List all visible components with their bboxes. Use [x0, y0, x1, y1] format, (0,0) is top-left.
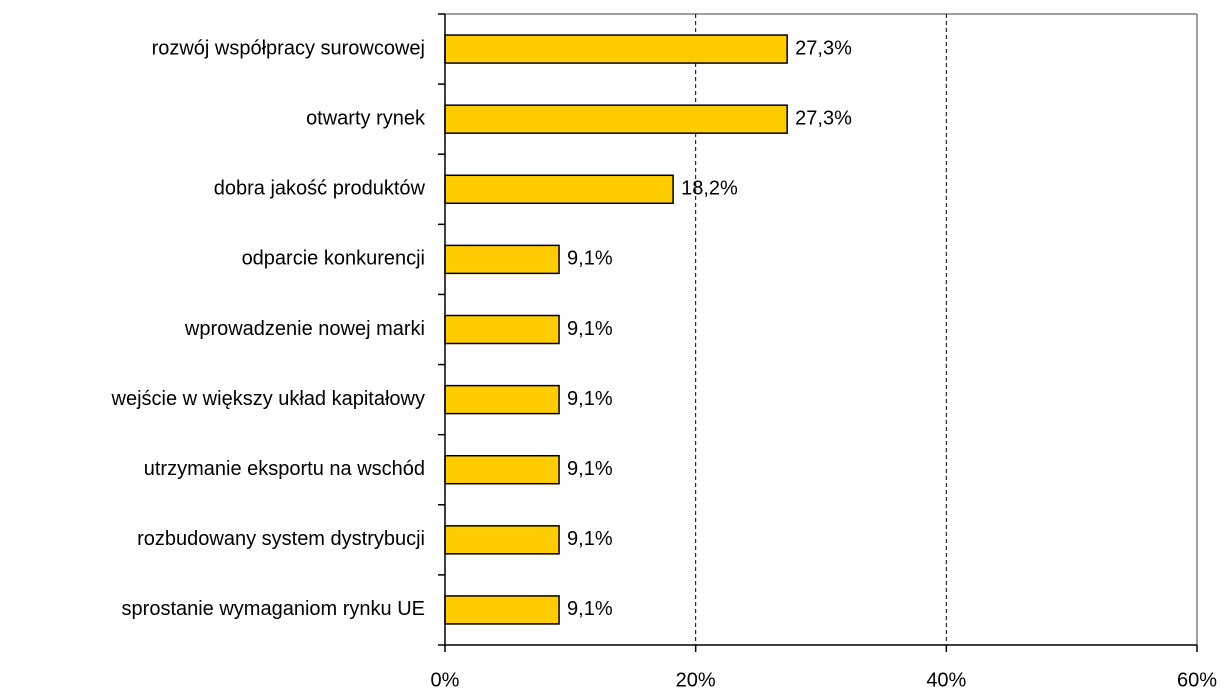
bar	[444, 34, 788, 64]
bar	[444, 595, 560, 625]
value-label: 27,3%	[795, 37, 852, 59]
x-tick-label: 40%	[926, 669, 966, 691]
y-tick-label: odparcie konkurencji	[242, 248, 425, 270]
y-tick-label: rozbudowany system dystrybucji	[137, 528, 425, 550]
bar	[444, 384, 560, 415]
value-label: 9,1%	[567, 388, 613, 410]
y-tick-label: sprostanie wymaganiom rynku UE	[122, 598, 425, 620]
value-label: 9,1%	[567, 248, 613, 270]
value-label: 9,1%	[567, 458, 613, 480]
y-tick-label: dobra jakość produktów	[214, 178, 426, 200]
bar	[444, 525, 560, 555]
y-tick-label: wejście w większy układ kapitałowy	[111, 388, 425, 410]
bar	[444, 244, 560, 275]
y-tick-label: utrzymanie eksportu na wschód	[144, 458, 425, 480]
y-tick-label: rozwój współpracy surowcowej	[152, 37, 425, 59]
y-tick-label: wprowadzenie nowej marki	[184, 318, 425, 340]
bar	[444, 104, 788, 134]
bar	[444, 314, 560, 345]
value-label: 9,1%	[567, 598, 613, 620]
bar	[444, 174, 674, 205]
value-label: 27,3%	[795, 107, 852, 129]
value-label: 18,2%	[681, 178, 738, 200]
value-label: 9,1%	[567, 318, 613, 340]
x-tick-label: 0%	[431, 669, 460, 691]
x-tick-label: 60%	[1177, 669, 1217, 691]
x-tick-label: 20%	[676, 669, 716, 691]
bar	[444, 454, 560, 485]
y-tick-label: otwarty rynek	[306, 107, 426, 129]
value-label: 9,1%	[567, 528, 613, 550]
